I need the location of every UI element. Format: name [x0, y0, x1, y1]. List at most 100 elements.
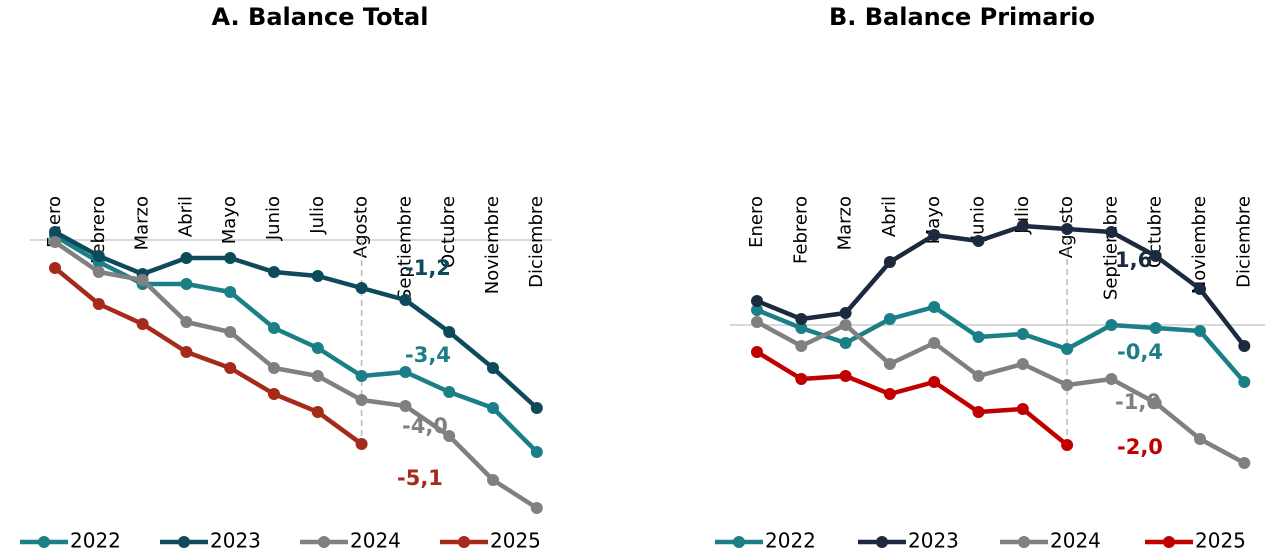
- x-tick-label: Abril: [879, 196, 900, 237]
- point: [49, 226, 61, 238]
- x-tick-label: Julio: [307, 196, 328, 235]
- series-line: [755, 320, 1246, 465]
- point: [268, 266, 280, 278]
- point: [1061, 343, 1074, 355]
- point: [311, 342, 324, 354]
- point: [839, 307, 852, 319]
- point: [1016, 328, 1029, 340]
- point: [751, 295, 763, 307]
- point: [1238, 457, 1251, 469]
- point: [92, 250, 105, 262]
- x-tick-label: Junio: [968, 196, 989, 241]
- point: [355, 438, 368, 450]
- x-tick-label: Septiembre: [1100, 196, 1121, 300]
- legend-marker: [318, 536, 330, 548]
- point: [355, 394, 368, 406]
- legend-marker: [1018, 536, 1030, 548]
- point: [268, 388, 280, 400]
- point: [92, 266, 105, 278]
- point: [399, 366, 412, 378]
- point: [928, 337, 941, 349]
- x-tick-label: Febrero: [88, 196, 109, 264]
- point: [795, 322, 808, 334]
- value-label: -0,4: [1117, 340, 1163, 364]
- point: [1105, 319, 1118, 331]
- point: [224, 326, 237, 338]
- point: [1061, 379, 1074, 391]
- point: [1061, 439, 1074, 451]
- legend-marker: [458, 536, 470, 548]
- value-label: -4,0: [402, 414, 448, 438]
- point: [883, 388, 896, 400]
- point: [839, 337, 852, 349]
- point: [487, 362, 499, 374]
- value-label: 1,6: [1115, 248, 1152, 272]
- series-line: [756, 223, 1247, 348]
- point: [883, 313, 896, 325]
- x-tick-label: Diciembre: [1233, 196, 1254, 288]
- point: [839, 319, 852, 331]
- point: [972, 331, 985, 343]
- point: [1194, 283, 1206, 295]
- x-tick-label: Diciembre: [526, 196, 547, 288]
- point: [530, 446, 543, 458]
- value-label: -5,1: [397, 466, 443, 490]
- legend-marker: [876, 536, 888, 548]
- value-label: -2,0: [1117, 435, 1163, 459]
- value-label: -1,2: [405, 256, 451, 280]
- point: [180, 346, 193, 358]
- x-tick-label: Mayo: [219, 196, 240, 244]
- point: [136, 274, 149, 286]
- x-tick-label: Septiembre: [394, 196, 415, 300]
- point: [443, 430, 456, 442]
- point: [883, 358, 896, 370]
- point: [92, 298, 105, 310]
- point: [49, 236, 61, 248]
- x-tick-label: Noviembre: [1189, 196, 1210, 294]
- x-tick-label: Marzo: [132, 196, 153, 250]
- point: [224, 252, 237, 264]
- point: [530, 502, 543, 514]
- series-line: [755, 350, 1069, 447]
- x-tick-label: Febrero: [790, 196, 811, 264]
- legend-marker: [178, 536, 190, 548]
- point: [1238, 376, 1251, 388]
- point: [795, 373, 808, 385]
- x-tick-label: Enero: [746, 196, 767, 248]
- point: [268, 322, 280, 334]
- series-line: [53, 240, 539, 510]
- point: [928, 301, 941, 313]
- x-tick-label: Octubre: [438, 196, 459, 268]
- point: [224, 362, 237, 374]
- point: [795, 340, 808, 352]
- legend-marker: [1163, 536, 1175, 548]
- point: [928, 376, 941, 388]
- point: [224, 286, 237, 298]
- point: [972, 235, 985, 247]
- legend-label: 2025: [490, 529, 541, 552]
- x-tick-label: Octubre: [1145, 196, 1166, 268]
- point: [399, 294, 412, 306]
- chart-title: A. Balance Total: [212, 3, 429, 31]
- point: [311, 406, 324, 418]
- point: [751, 304, 763, 316]
- point: [972, 370, 985, 382]
- point: [136, 318, 149, 330]
- legend-label: 2023: [908, 529, 959, 552]
- point: [49, 262, 61, 274]
- point: [883, 256, 896, 268]
- point: [1016, 358, 1029, 370]
- point: [1149, 397, 1162, 409]
- point: [443, 326, 456, 338]
- point: [972, 406, 985, 418]
- x-tick-label: Junio: [263, 196, 284, 241]
- point: [180, 278, 193, 290]
- legend-label: 2024: [1050, 529, 1101, 552]
- legend-label: 2022: [70, 529, 121, 552]
- point: [180, 316, 193, 328]
- point: [795, 313, 808, 325]
- legend-label: 2025: [1195, 529, 1246, 552]
- point: [1105, 373, 1118, 385]
- point: [487, 474, 499, 486]
